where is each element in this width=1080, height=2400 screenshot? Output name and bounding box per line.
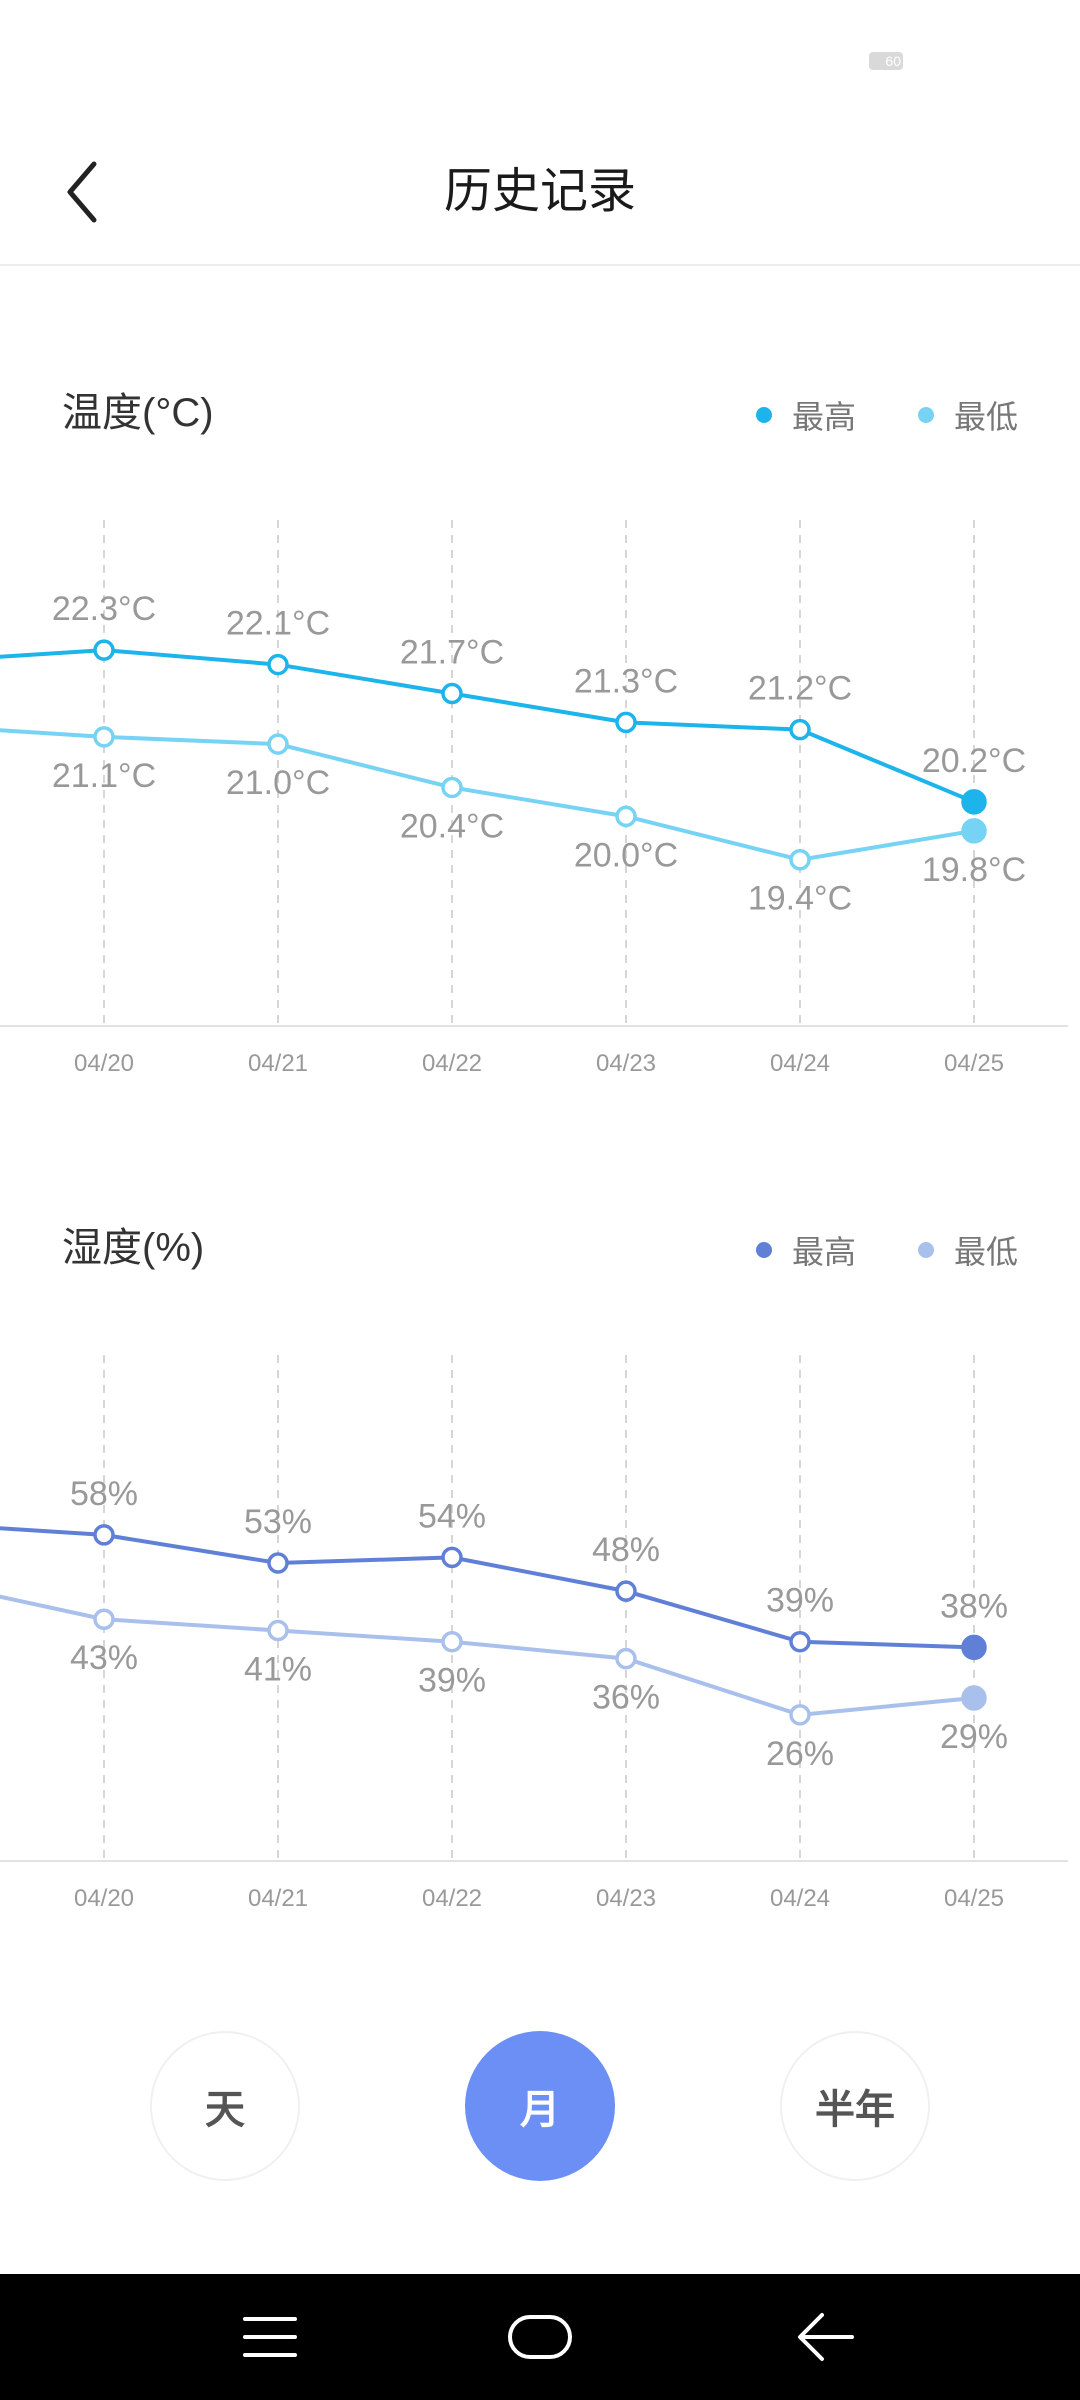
data-point-high bbox=[441, 682, 463, 705]
data-label-low: 26% bbox=[766, 1735, 834, 1773]
legend-dot-icon bbox=[756, 1242, 772, 1258]
x-tick-label: 04/23 bbox=[596, 1050, 656, 1077]
temperature-chart: 04/20 04/21 04/22 04/23 04/24 04/25 22.3°C 22.1… bbox=[0, 520, 1068, 1077]
data-point-high bbox=[93, 1524, 115, 1546]
menu-button[interactable] bbox=[225, 2297, 315, 2377]
data-label-high: 21.7°C bbox=[400, 633, 504, 671]
data-label-high: 53% bbox=[244, 1503, 312, 1541]
data-point-low bbox=[441, 776, 463, 799]
data-label-high: 20.2°C bbox=[922, 742, 1026, 780]
home-icon bbox=[508, 2315, 572, 2359]
data-label-low: 36% bbox=[592, 1679, 660, 1717]
system-nav-bar bbox=[0, 2274, 1080, 2400]
back-button[interactable] bbox=[52, 152, 122, 232]
data-label-low: 21.1°C bbox=[52, 757, 156, 795]
data-point-low bbox=[789, 1704, 811, 1726]
page-title: 历史记录 bbox=[443, 165, 636, 218]
data-label-low: 41% bbox=[244, 1650, 312, 1688]
range-half-year-button[interactable]: 半年 bbox=[780, 2031, 930, 2181]
humidity-title: 湿度(%) bbox=[62, 1226, 205, 1270]
data-label-high: 21.3°C bbox=[574, 662, 678, 700]
x-tick-label: 04/20 bbox=[74, 1050, 134, 1077]
range-day-button[interactable]: 天 bbox=[150, 2031, 300, 2181]
x-tick-label: 04/22 bbox=[422, 1885, 482, 1912]
back-arrow-icon bbox=[798, 2313, 854, 2361]
x-tick-label: 04/24 bbox=[770, 1885, 830, 1912]
data-label-low: 21.0°C bbox=[226, 764, 330, 802]
data-point-high bbox=[961, 1634, 987, 1661]
data-point-low bbox=[267, 733, 289, 755]
data-point-low bbox=[615, 1647, 637, 1670]
data-point-low bbox=[961, 818, 987, 844]
x-tick-label: 04/22 bbox=[422, 1050, 482, 1077]
menu-icon bbox=[243, 2317, 297, 2357]
data-point-low bbox=[93, 1608, 115, 1630]
x-tick-label: 04/25 bbox=[944, 1050, 1004, 1077]
range-month-button[interactable]: 月 bbox=[465, 2031, 615, 2181]
x-tick-label: 04/21 bbox=[248, 1050, 308, 1077]
data-label-low: 19.8°C bbox=[922, 851, 1026, 889]
data-point-low bbox=[441, 1630, 463, 1653]
data-point-low bbox=[267, 1619, 289, 1642]
data-point-high bbox=[615, 1580, 637, 1602]
nav-back-button[interactable] bbox=[780, 2297, 870, 2377]
data-point-high bbox=[789, 1630, 811, 1653]
data-label-high: 21.2°C bbox=[748, 670, 852, 708]
data-point-high bbox=[267, 653, 289, 676]
data-point-high bbox=[789, 718, 811, 741]
data-label-high: 58% bbox=[70, 1475, 138, 1513]
data-label-low: 20.0°C bbox=[574, 836, 678, 874]
chevron-left-icon bbox=[67, 161, 97, 223]
battery-icon: 60 bbox=[869, 52, 903, 70]
data-label-high: 38% bbox=[940, 1587, 1008, 1625]
header: 历史记录 bbox=[0, 120, 1080, 266]
x-tick-label: 04/20 bbox=[74, 1885, 134, 1912]
data-point-low bbox=[615, 805, 637, 828]
legend-label: 最高 bbox=[792, 1234, 857, 1270]
x-tick-label: 04/23 bbox=[596, 1885, 656, 1912]
status-bar: 60 bbox=[0, 0, 1080, 120]
data-point-high bbox=[441, 1546, 463, 1569]
data-label-low: 19.4°C bbox=[748, 880, 852, 918]
data-label-low: 20.4°C bbox=[400, 807, 504, 845]
humidity-chart: 04/20 04/21 04/22 04/23 04/24 04/25 58% 53% 54% 4… bbox=[0, 1355, 1068, 1912]
x-tick-label: 04/24 bbox=[770, 1050, 830, 1077]
data-label-low: 39% bbox=[418, 1662, 486, 1700]
data-label-high: 22.1°C bbox=[226, 605, 330, 643]
humidity-legend-high: 最高 bbox=[756, 1227, 856, 1273]
data-point-high bbox=[267, 1552, 289, 1574]
data-point-low bbox=[93, 726, 115, 748]
data-point-high bbox=[93, 639, 115, 661]
legend-dot-icon bbox=[918, 407, 934, 423]
data-point-low bbox=[789, 848, 811, 871]
legend-dot-icon bbox=[918, 1242, 934, 1258]
home-button[interactable] bbox=[495, 2297, 585, 2377]
data-point-high bbox=[615, 711, 637, 734]
data-label-high: 39% bbox=[766, 1582, 834, 1620]
x-tick-label: 04/21 bbox=[248, 1885, 308, 1912]
temperature-title: 温度(°C) bbox=[62, 391, 214, 435]
data-label-high: 22.3°C bbox=[52, 590, 156, 628]
legend-label: 最低 bbox=[954, 399, 1019, 435]
legend-label: 最低 bbox=[954, 1234, 1019, 1270]
x-tick-label: 04/25 bbox=[944, 1885, 1004, 1912]
data-label-low: 29% bbox=[940, 1718, 1008, 1756]
temperature-legend-high: 最高 bbox=[756, 392, 856, 438]
data-point-high bbox=[961, 789, 987, 815]
data-label-high: 54% bbox=[418, 1497, 486, 1535]
legend-dot-icon bbox=[756, 407, 772, 423]
humidity-legend-low: 最低 bbox=[918, 1227, 1018, 1273]
data-label-high: 48% bbox=[592, 1531, 660, 1569]
data-point-low bbox=[961, 1685, 987, 1711]
temperature-legend-low: 最低 bbox=[918, 392, 1018, 438]
data-label-low: 43% bbox=[70, 1639, 138, 1677]
legend-label: 最高 bbox=[792, 399, 857, 435]
